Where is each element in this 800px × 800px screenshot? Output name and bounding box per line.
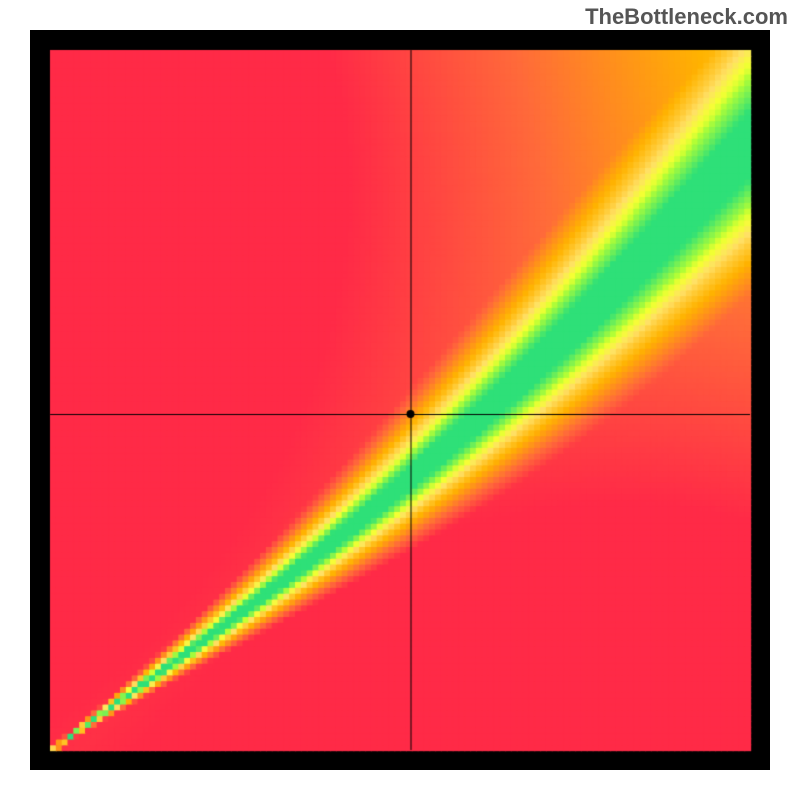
chart-frame bbox=[30, 30, 770, 770]
watermark-text: TheBottleneck.com bbox=[585, 4, 788, 30]
crosshair-overlay bbox=[30, 30, 770, 770]
